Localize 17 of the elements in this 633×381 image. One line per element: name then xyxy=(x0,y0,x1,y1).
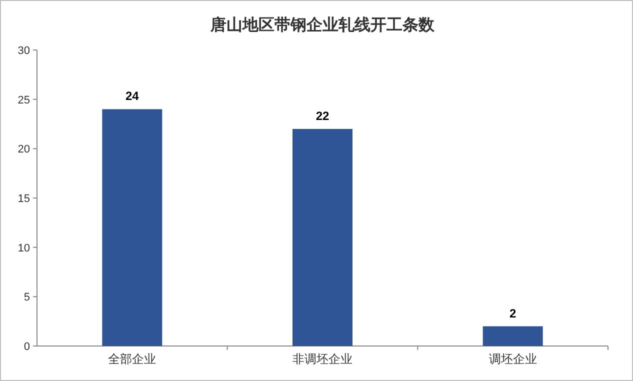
y-tick-label: 10 xyxy=(18,242,30,254)
x-tick-label: 非调坯企业 xyxy=(292,352,352,366)
data-label: 22 xyxy=(316,108,330,123)
bar xyxy=(102,109,162,346)
chart-title: 唐山地区带钢企业轧线开工条数 xyxy=(210,16,436,34)
data-label: 24 xyxy=(125,89,140,104)
y-tick-label: 25 xyxy=(18,94,30,106)
y-tick-label: 15 xyxy=(18,193,30,205)
x-tick-label: 全部企业 xyxy=(108,352,156,366)
bar xyxy=(482,326,543,346)
x-tick-label: 调坯企业 xyxy=(488,352,537,366)
y-tick-label: 0 xyxy=(24,341,30,353)
data-label: 2 xyxy=(509,306,516,320)
y-tick-label: 30 xyxy=(18,45,30,57)
bar xyxy=(292,128,352,346)
y-tick-label: 5 xyxy=(24,292,30,304)
y-tick-label: 20 xyxy=(18,144,30,156)
